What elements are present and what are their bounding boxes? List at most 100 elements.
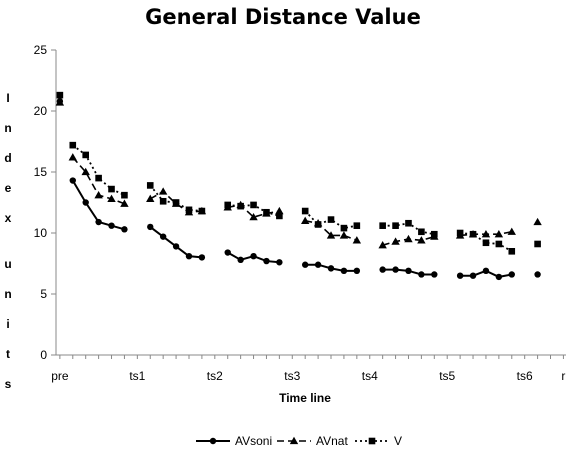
legend-label-avsoni: AVsoni [235, 434, 272, 448]
series-line [460, 232, 513, 253]
x-axis-title: Time line [279, 391, 331, 405]
data-point [159, 197, 167, 205]
data-point [495, 240, 503, 248]
x-tick-label: ts6 [517, 369, 533, 383]
data-point [81, 167, 90, 176]
data-point [237, 202, 244, 210]
data-point [250, 252, 257, 260]
y-tick-label: 5 [40, 287, 47, 301]
legend: AVsoni AVnat V [196, 434, 402, 448]
y-axis-title-letter: i [6, 317, 9, 331]
data-point [301, 261, 309, 268]
data-point [159, 233, 167, 240]
data-point [534, 240, 541, 248]
data-point [276, 212, 283, 220]
data-point [418, 228, 425, 236]
y-axis-title-letter: n [4, 121, 11, 135]
data-point [481, 230, 491, 238]
data-point [185, 206, 193, 214]
data-point [314, 221, 322, 228]
data-point [82, 151, 89, 159]
data-point [250, 201, 257, 209]
data-point [121, 226, 128, 233]
series-v [56, 91, 541, 255]
data-point [275, 206, 284, 215]
data-point [456, 229, 464, 237]
chart-title: General Distance Value [145, 5, 421, 29]
data-point [494, 230, 504, 238]
data-point [340, 224, 348, 232]
data-point [469, 272, 477, 279]
series-avnat [55, 98, 542, 249]
data-point [392, 266, 399, 273]
data-point [508, 271, 515, 278]
data-point [405, 219, 412, 227]
data-point [56, 91, 64, 99]
data-point [121, 191, 128, 199]
data-point [469, 230, 477, 238]
data-point [198, 207, 206, 215]
data-point [95, 218, 102, 226]
x-tick-label: ts1 [129, 369, 145, 383]
y-tick-label: 25 [34, 43, 48, 57]
y-axis-title-letter: I [6, 91, 9, 105]
data-point [507, 227, 516, 235]
y-axis-title-letter: t [6, 347, 10, 361]
data-point [108, 185, 115, 193]
data-point [339, 231, 349, 239]
data-point [94, 190, 103, 199]
data-point [405, 267, 412, 275]
data-point [456, 272, 464, 279]
series-avsoni [56, 98, 541, 281]
data-point [392, 222, 399, 229]
data-point [534, 271, 541, 278]
data-point [69, 177, 76, 184]
data-point [69, 141, 77, 149]
data-point [185, 252, 193, 260]
y-tick-label: 20 [34, 104, 48, 118]
series-line [149, 184, 202, 212]
y-axis-title: In d e x u n i t s [4, 91, 11, 391]
x-axis: pre ts1 ts2 ts3 ts4 ts5 ts6 r [51, 354, 566, 383]
data-point [108, 222, 115, 229]
x-tick-label: ts5 [439, 369, 455, 383]
data-point [404, 234, 413, 243]
data-point [82, 199, 89, 206]
legend-label-v: V [394, 434, 402, 448]
x-tick-label: ts2 [207, 369, 223, 383]
data-point [431, 230, 438, 238]
data-point [495, 273, 503, 281]
data-point [249, 212, 258, 221]
data-point [352, 236, 362, 244]
y-axis-title-letter: n [4, 287, 11, 301]
data-point [353, 222, 361, 229]
data-point [172, 243, 180, 250]
data-point [263, 257, 270, 265]
data-point [263, 208, 270, 216]
data-point [55, 98, 65, 106]
data-point [120, 199, 129, 207]
data-point [300, 216, 310, 224]
data-point [391, 237, 400, 245]
data-point [418, 271, 425, 278]
data-point [482, 267, 490, 275]
data-point [224, 201, 232, 209]
y-tick-label: 10 [34, 226, 48, 240]
legend-label-avnat: AVnat [316, 434, 348, 448]
data-point [482, 239, 490, 247]
data-point [508, 248, 516, 255]
data-point [327, 216, 335, 223]
legend-marker-avsoni [209, 437, 217, 445]
legend-marker-v [368, 437, 376, 445]
series-line [305, 220, 358, 242]
data-point [431, 271, 438, 278]
y-axis-title-letter: e [5, 181, 12, 195]
legend-marker-avnat [289, 436, 299, 445]
data-point [146, 194, 155, 202]
data-point [146, 182, 154, 189]
data-point [158, 187, 168, 195]
data-point [340, 267, 348, 275]
y-axis-title-letter: x [5, 211, 12, 225]
y-tick-label: 0 [40, 348, 47, 362]
